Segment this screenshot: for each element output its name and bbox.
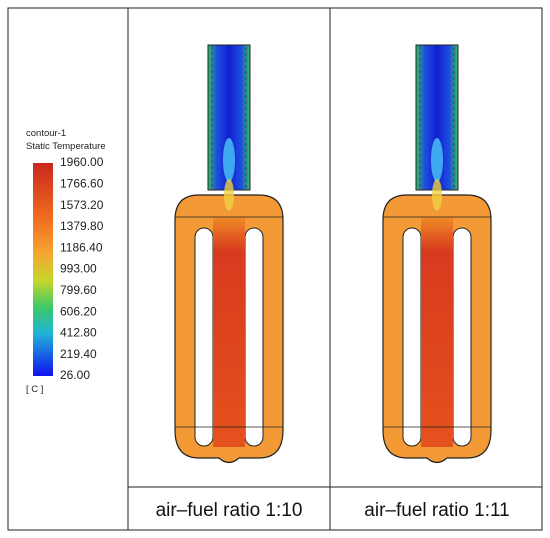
- colorbar-label: 1766.60: [60, 176, 104, 190]
- colorbar: [33, 163, 53, 376]
- colorbar-label: 26.00: [60, 368, 90, 382]
- colorbar-label: 412.80: [60, 326, 97, 340]
- colorbar-label: 1573.20: [60, 198, 104, 212]
- contour-plot: [174, 44, 284, 464]
- colorbar-label: 1186.40: [60, 240, 103, 254]
- colorbar-label: 1960.00: [60, 155, 104, 169]
- legend-unit: [ C ]: [26, 384, 43, 395]
- contour-plot: [382, 44, 492, 464]
- colorbar-label: 799.60: [60, 283, 97, 297]
- colorbar-label: 1379.80: [60, 219, 104, 233]
- legend-title: contour-1: [26, 128, 66, 139]
- colorbar-label: 219.40: [60, 347, 97, 361]
- colorbar-label: 606.20: [60, 304, 97, 318]
- caption: air–fuel ratio 1:11: [364, 500, 509, 521]
- caption: air–fuel ratio 1:10: [156, 500, 303, 521]
- legend-subtitle: Static Temperature: [26, 141, 106, 152]
- frame: [7, 7, 543, 531]
- colorbar-label: 993.00: [60, 262, 97, 276]
